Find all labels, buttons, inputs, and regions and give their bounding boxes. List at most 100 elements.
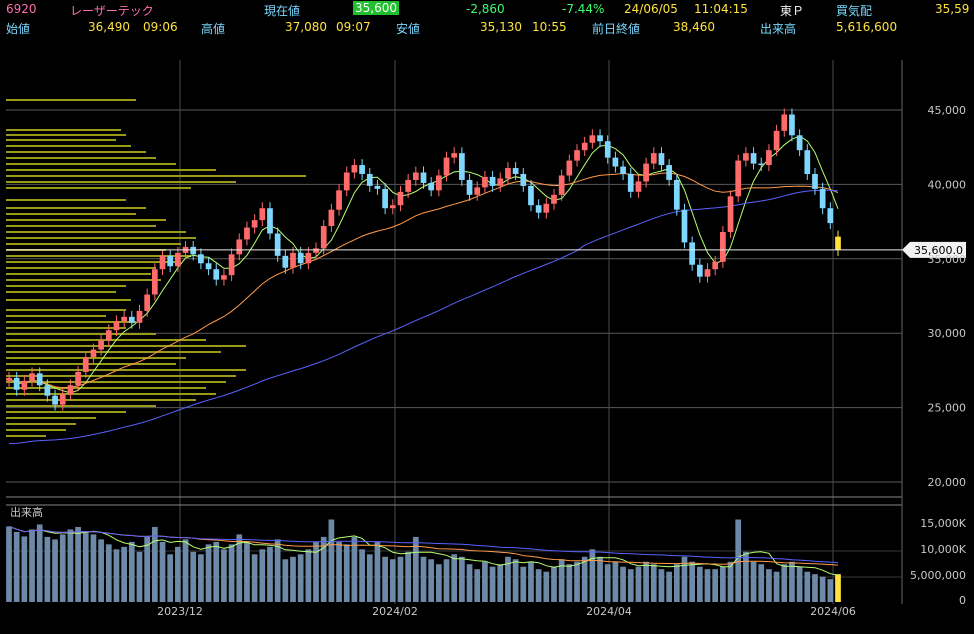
volume-bar: [466, 564, 473, 602]
volume-bar: [720, 566, 726, 602]
price-tick-label: 30,000: [928, 327, 967, 340]
candle-body: [474, 187, 481, 195]
candle-body: [320, 226, 327, 249]
volume-bar: [512, 559, 519, 602]
candle-body: [251, 220, 258, 228]
candle-body: [420, 172, 427, 183]
candle-body: [405, 179, 412, 192]
moving-average-lines: [8, 135, 839, 576]
volume-bar: [13, 531, 20, 602]
candle-body: [512, 168, 519, 174]
candle-body: [650, 153, 657, 164]
candle-body: [704, 269, 711, 277]
volume-bar: [658, 569, 665, 602]
candle-body: [620, 166, 626, 174]
candle-body: [336, 190, 342, 210]
low-time: 10:55: [532, 20, 567, 34]
price-tick-label: 45,000: [928, 104, 967, 117]
volume-bar: [228, 544, 235, 602]
candle-body: [412, 172, 419, 180]
low-label: 安値: [396, 22, 421, 36]
candle-body: [796, 135, 803, 151]
volume-bar: [781, 564, 788, 602]
volume-bar: [374, 541, 381, 602]
volume-bar: [366, 554, 373, 602]
stock-code: 6920: [6, 2, 37, 16]
quote-date: 24/06/05: [624, 2, 678, 16]
volume-bar: [812, 574, 818, 602]
candle-body: [82, 357, 89, 372]
volume-bar: [159, 541, 166, 602]
volume-bar: [167, 554, 174, 602]
candle-body: [589, 135, 596, 143]
volume-bar: [796, 566, 803, 602]
volume-bar: [689, 561, 696, 602]
volume-bar: [535, 569, 542, 602]
candle-body: [159, 255, 166, 270]
volume-bar: [36, 524, 43, 602]
volume-bar: [589, 549, 596, 602]
low-value: 35,130: [480, 20, 522, 34]
candle-body: [67, 385, 74, 395]
volume-bar: [382, 556, 388, 602]
axis-labels: 45,000 40,000 35,000 30,000 25,000 20,000 15,0…: [157, 104, 967, 618]
volume-bar: [282, 559, 289, 602]
date-tick-label: 2024/02: [372, 605, 418, 618]
candle-body: [259, 208, 266, 221]
candle-body: [98, 340, 104, 350]
volume-tick-label: 5,000,000: [910, 569, 966, 582]
volume-bar: [835, 574, 841, 602]
volume-bar: [336, 541, 342, 602]
volume-bar: [497, 564, 504, 602]
candle-body: [105, 330, 112, 341]
volume-bar: [52, 539, 58, 602]
candle-body: [29, 373, 35, 381]
volume-tick-label: 10,000K: [920, 543, 966, 556]
candle-body: [612, 157, 619, 167]
volume-bar: [428, 559, 435, 602]
volume-bar: [743, 551, 749, 602]
candle-body: [459, 153, 465, 180]
candle-body: [113, 321, 120, 331]
volume-bar: [574, 561, 580, 602]
candle-body: [804, 150, 811, 174]
volume-bar: [259, 549, 266, 602]
volume-bar: [435, 564, 442, 602]
volume-bar: [121, 546, 127, 602]
volume-bar: [735, 519, 742, 602]
candle-body: [743, 153, 749, 161]
candle-body: [267, 208, 273, 234]
stock-name: レーザーテック: [70, 4, 154, 18]
candle-body: [566, 160, 573, 176]
candle-body: [528, 185, 534, 206]
ma-long-line: [8, 189, 839, 444]
volume-bar: [90, 534, 97, 602]
volume-bar: [420, 556, 427, 602]
candle-body: [497, 178, 504, 186]
current-price-tag: [902, 241, 966, 258]
candle-body: [681, 209, 688, 243]
candle-body: [175, 252, 181, 267]
candle-body: [696, 264, 703, 277]
candle-body: [44, 385, 51, 396]
candle-body: [290, 252, 296, 268]
candle-body: [489, 176, 496, 186]
candle-body: [689, 242, 696, 265]
volume-bar: [597, 556, 603, 602]
volume-bar: [673, 564, 680, 602]
candle-body: [773, 130, 780, 151]
volume-bar: [789, 561, 795, 602]
candle-body: [213, 269, 220, 280]
candle-body: [167, 255, 174, 267]
volume-bar: [712, 569, 719, 602]
price-tick-label: 25,000: [928, 402, 967, 415]
bid-label: 買気配: [836, 4, 873, 18]
volume-bar: [29, 529, 35, 602]
candle-body: [643, 163, 649, 182]
volume-bar: [635, 566, 642, 602]
candle-body: [151, 269, 158, 295]
volume-bar: [67, 529, 74, 602]
volume-bar: [727, 561, 734, 602]
volume-bar: [389, 559, 396, 602]
